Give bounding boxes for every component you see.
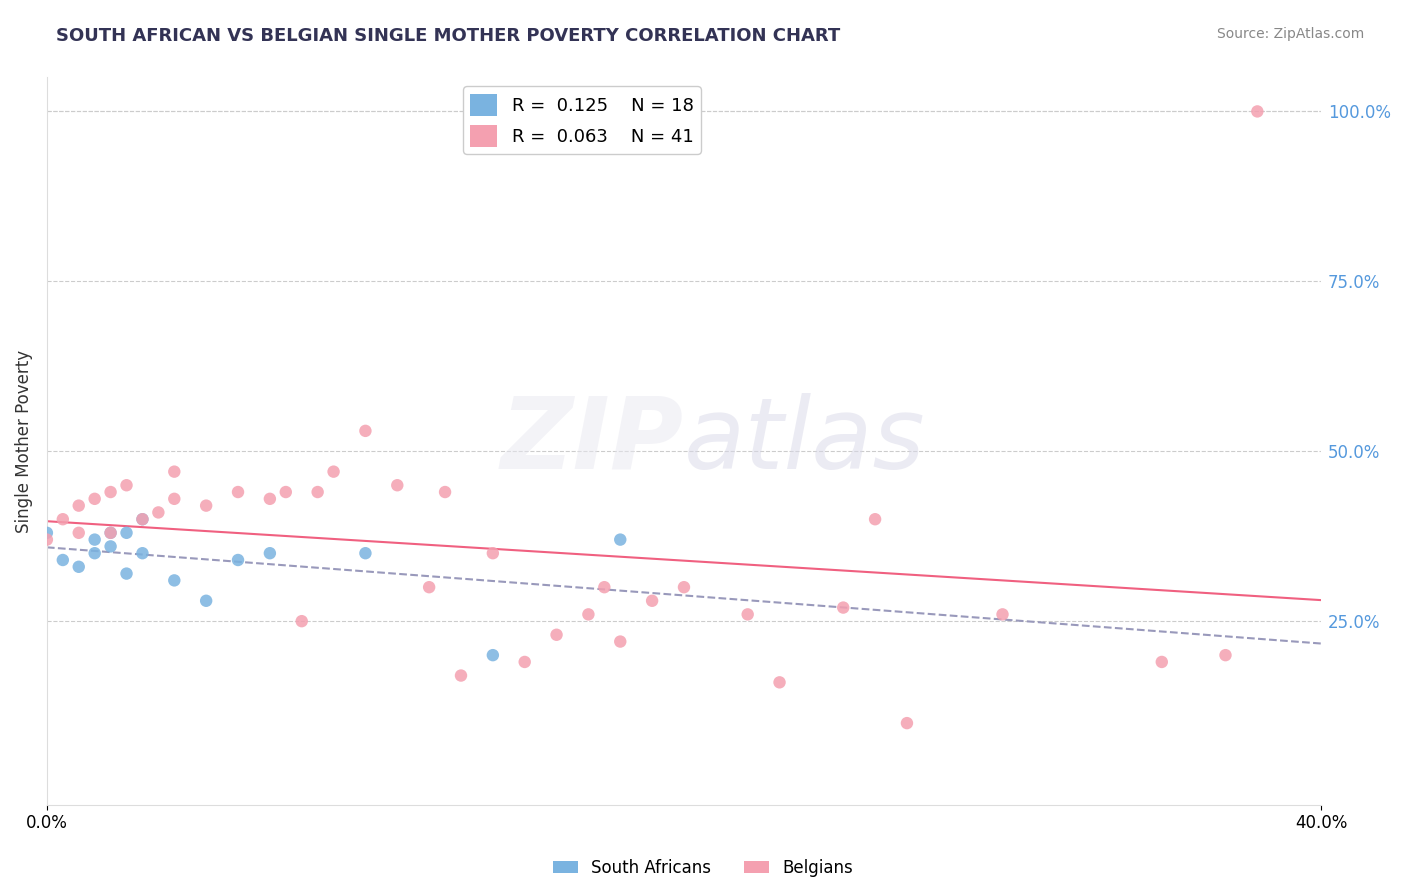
Point	[863, 512, 886, 526]
Point	[35, 533, 58, 547]
Point	[195, 499, 218, 513]
Point	[163, 465, 186, 479]
Text: atlas: atlas	[683, 392, 925, 490]
Y-axis label: Single Mother Poverty: Single Mother Poverty	[15, 350, 32, 533]
Point	[100, 540, 122, 554]
Point	[148, 505, 170, 519]
Point	[67, 499, 90, 513]
Point	[354, 424, 377, 438]
Point	[67, 525, 90, 540]
Point	[513, 655, 536, 669]
Point	[259, 546, 281, 560]
Point	[100, 525, 122, 540]
Point	[35, 525, 58, 540]
Point	[1150, 655, 1173, 669]
Point	[896, 716, 918, 731]
Point	[609, 634, 631, 648]
Point	[163, 491, 186, 506]
Point	[322, 465, 344, 479]
Point	[100, 525, 122, 540]
Point	[450, 668, 472, 682]
Point	[1246, 104, 1268, 119]
Point	[576, 607, 599, 622]
Point	[52, 512, 75, 526]
Point	[52, 553, 75, 567]
Point	[641, 594, 664, 608]
Point	[768, 675, 790, 690]
Point	[195, 594, 218, 608]
Point	[991, 607, 1014, 622]
Point	[546, 628, 568, 642]
Point	[609, 533, 631, 547]
Point	[83, 533, 105, 547]
Text: ZIP: ZIP	[501, 392, 683, 490]
Text: Source: ZipAtlas.com: Source: ZipAtlas.com	[1216, 27, 1364, 41]
Point	[131, 512, 153, 526]
Text: SOUTH AFRICAN VS BELGIAN SINGLE MOTHER POVERTY CORRELATION CHART: SOUTH AFRICAN VS BELGIAN SINGLE MOTHER P…	[56, 27, 841, 45]
Point	[226, 485, 249, 500]
Point	[418, 580, 440, 594]
Point	[115, 478, 138, 492]
Point	[131, 546, 153, 560]
Point	[291, 614, 314, 628]
Point	[131, 512, 153, 526]
Point	[737, 607, 759, 622]
Point	[67, 559, 90, 574]
Point	[482, 648, 505, 662]
Point	[672, 580, 695, 594]
Point	[115, 566, 138, 581]
Point	[354, 546, 377, 560]
Point	[307, 485, 329, 500]
Legend: South Africans, Belgians: South Africans, Belgians	[546, 853, 860, 884]
Point	[115, 525, 138, 540]
Point	[593, 580, 616, 594]
Point	[832, 600, 855, 615]
Point	[226, 553, 249, 567]
Point	[163, 574, 186, 588]
Point	[434, 485, 457, 500]
Point	[387, 478, 409, 492]
Point	[274, 485, 297, 500]
Point	[100, 485, 122, 500]
Point	[83, 546, 105, 560]
Point	[482, 546, 505, 560]
Point	[259, 491, 281, 506]
Point	[83, 491, 105, 506]
Point	[1215, 648, 1237, 662]
Legend: R =  0.125    N = 18, R =  0.063    N = 41: R = 0.125 N = 18, R = 0.063 N = 41	[463, 87, 702, 154]
